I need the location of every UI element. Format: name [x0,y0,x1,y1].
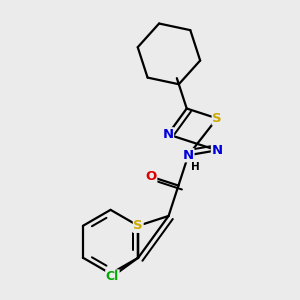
Text: S: S [134,219,143,232]
Text: H: H [191,162,200,172]
Text: Cl: Cl [106,270,119,283]
Text: N: N [183,149,194,162]
Text: O: O [146,170,157,183]
Text: S: S [212,112,222,125]
Text: N: N [162,128,173,141]
Text: N: N [212,144,223,157]
